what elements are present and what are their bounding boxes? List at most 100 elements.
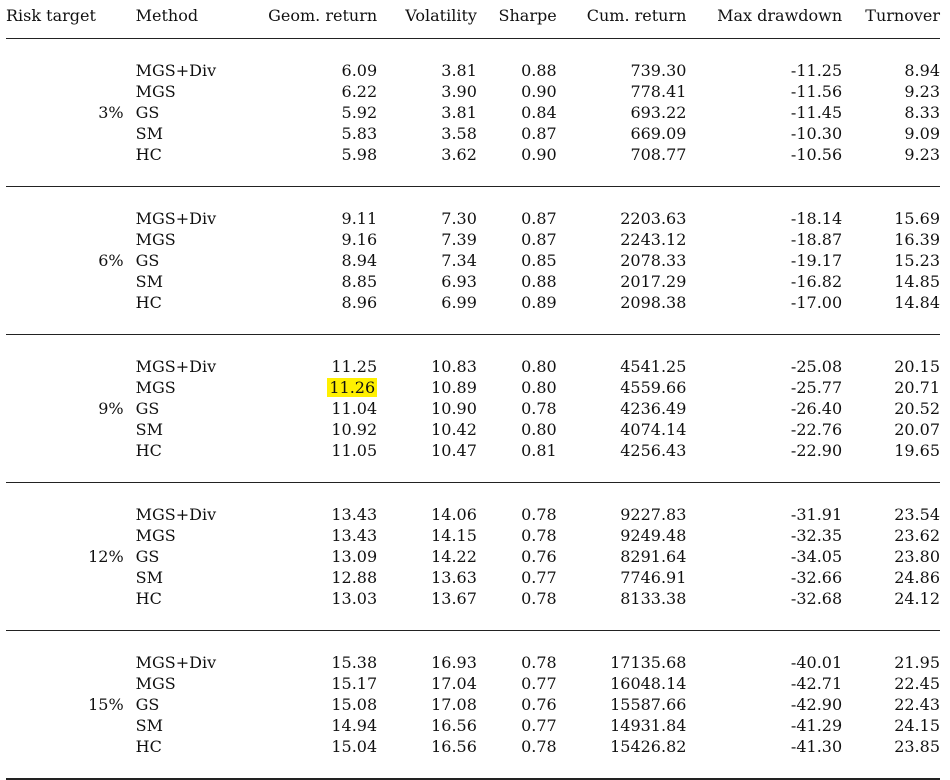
- cell-cum-return: 8133.38: [620, 588, 687, 608]
- cell-risk-target: [6, 588, 136, 609]
- cell-volatility: 7.34: [441, 250, 477, 270]
- cell-geom-return: 6.09: [341, 60, 378, 80]
- cell-risk-target: [6, 504, 136, 525]
- cell-cum-return: 14931.84: [610, 715, 687, 735]
- risk-group: MGS+Div 11.25 10.83 0.80 4541.25 -25.08 20.15 M…: [6, 335, 940, 483]
- cell-cum-return: 4236.49: [620, 398, 687, 418]
- cell-geom-return: 11.25: [331, 356, 378, 376]
- cell-max-drawdown: -18.14: [790, 208, 843, 228]
- cell-geom-return: 6.22: [341, 81, 378, 101]
- group-spacer: [6, 335, 940, 357]
- spacer-cell: [6, 609, 940, 631]
- cell-max-drawdown: -10.56: [790, 144, 843, 164]
- cell-risk-target: [6, 60, 136, 81]
- cell-sharpe: 0.88: [521, 60, 557, 80]
- cell-geom-return: 13.09: [331, 546, 378, 566]
- cell-volatility: 14.06: [431, 504, 477, 524]
- cell-max-drawdown: -41.29: [790, 715, 843, 735]
- cell-turnover: 24.86: [894, 567, 940, 587]
- cell-volatility: 6.99: [441, 292, 477, 312]
- table-row: MGS+Div 11.25 10.83 0.80 4541.25 -25.08 20.15: [6, 356, 940, 377]
- cell-volatility: 14.15: [431, 525, 477, 545]
- cell-risk-target: [6, 229, 136, 250]
- cell-cum-return: 739.30: [630, 60, 687, 80]
- spacer-cell: [6, 335, 940, 357]
- cell-volatility: 10.83: [431, 356, 477, 376]
- cell-volatility: 16.56: [431, 736, 477, 756]
- cell-cum-return: 9249.48: [620, 525, 687, 545]
- table-row: HC 15.04 16.56 0.78 15426.82 -41.30 23.85: [6, 736, 940, 757]
- cell-turnover: 8.94: [904, 60, 940, 80]
- table-row: MGS 13.43 14.15 0.78 9249.48 -32.35 23.62: [6, 525, 940, 546]
- cell-sharpe: 0.89: [521, 292, 557, 312]
- table-row: 9% GS 11.04 10.90 0.78 4236.49 -26.40 20.52: [6, 398, 940, 419]
- cell-cum-return: 15426.82: [610, 736, 687, 756]
- cell-risk-target: [6, 144, 136, 165]
- cell-max-drawdown: -41.30: [790, 736, 843, 756]
- table-row: HC 11.05 10.47 0.81 4256.43 -22.90 19.65: [6, 440, 940, 461]
- cell-volatility: 7.30: [441, 208, 477, 228]
- table-row: SM 14.94 16.56 0.77 14931.84 -41.29 24.15: [6, 715, 940, 736]
- cell-method: GS: [135, 694, 160, 714]
- cell-volatility: 3.81: [441, 60, 477, 80]
- table-row: HC 5.98 3.62 0.90 708.77 -10.56 9.23: [6, 144, 940, 165]
- results-table: Risk target Method Geom. return Volatili…: [6, 0, 940, 780]
- risk-group: MGS+Div 6.09 3.81 0.88 739.30 -11.25 8.94 MGS 6.…: [6, 39, 940, 187]
- cell-method: SM: [135, 567, 163, 587]
- cell-volatility: 7.39: [441, 229, 477, 249]
- table-row: MGS+Div 15.38 16.93 0.78 17135.68 -40.01 21.95: [6, 652, 940, 673]
- cell-turnover: 21.95: [894, 652, 940, 672]
- cell-method: MGS: [135, 81, 176, 101]
- header-max-drawdown: Max drawdown: [717, 6, 843, 25]
- cell-max-drawdown: -16.82: [790, 271, 843, 291]
- cell-volatility: 13.67: [431, 588, 477, 608]
- cell-turnover: 9.23: [904, 144, 940, 164]
- cell-turnover: 23.80: [894, 546, 940, 566]
- table-row: HC 13.03 13.67 0.78 8133.38 -32.68 24.12: [6, 588, 940, 609]
- cell-sharpe: 0.87: [521, 123, 557, 143]
- cell-risk-target: 12%: [88, 546, 124, 566]
- cell-max-drawdown: -32.68: [790, 588, 843, 608]
- cell-max-drawdown: -22.76: [790, 419, 843, 439]
- cell-sharpe: 0.78: [521, 504, 557, 524]
- cell-sharpe: 0.84: [521, 102, 557, 122]
- cell-method: GS: [135, 398, 160, 418]
- cell-risk-target: [6, 208, 136, 229]
- cell-volatility: 3.90: [441, 81, 477, 101]
- cell-geom-return: 13.43: [331, 525, 378, 545]
- cell-cum-return: 708.77: [630, 144, 687, 164]
- cell-geom-return: 14.94: [331, 715, 378, 735]
- table-row: MGS 6.22 3.90 0.90 778.41 -11.56 9.23: [6, 81, 940, 102]
- table-row: MGS+Div 13.43 14.06 0.78 9227.83 -31.91 23.54: [6, 504, 940, 525]
- cell-risk-target: [6, 271, 136, 292]
- cell-turnover: 20.07: [894, 419, 940, 439]
- cell-sharpe: 0.78: [521, 652, 557, 672]
- cell-turnover: 19.65: [894, 440, 940, 460]
- cell-turnover: 23.62: [894, 525, 940, 545]
- cell-turnover: 20.15: [894, 356, 940, 376]
- cell-cum-return: 4256.43: [620, 440, 687, 460]
- table-row: MGS 11.26 10.89 0.80 4559.66 -25.77 20.71: [6, 377, 940, 398]
- cell-volatility: 16.56: [431, 715, 477, 735]
- cell-sharpe: 0.87: [521, 229, 557, 249]
- cell-sharpe: 0.78: [521, 736, 557, 756]
- cell-max-drawdown: -32.66: [790, 567, 843, 587]
- group-spacer: [6, 757, 940, 779]
- cell-max-drawdown: -11.56: [790, 81, 843, 101]
- table-header: Risk target Method Geom. return Volatili…: [6, 0, 940, 39]
- cell-risk-target: [6, 440, 136, 461]
- cell-cum-return: 8291.64: [620, 546, 687, 566]
- table-row: MGS 15.17 17.04 0.77 16048.14 -42.71 22.45: [6, 673, 940, 694]
- group-spacer: [6, 165, 940, 187]
- cell-sharpe: 0.90: [521, 81, 557, 101]
- group-spacer: [6, 313, 940, 335]
- cell-risk-target: [6, 292, 136, 313]
- header-cum-return: Cum. return: [586, 6, 687, 25]
- cell-max-drawdown: -18.87: [790, 229, 843, 249]
- header-volatility: Volatility: [405, 6, 477, 25]
- cell-cum-return: 4074.14: [620, 419, 687, 439]
- cell-volatility: 3.81: [441, 102, 477, 122]
- cell-turnover: 14.84: [894, 292, 940, 312]
- group-spacer: [6, 609, 940, 631]
- cell-max-drawdown: -10.30: [790, 123, 843, 143]
